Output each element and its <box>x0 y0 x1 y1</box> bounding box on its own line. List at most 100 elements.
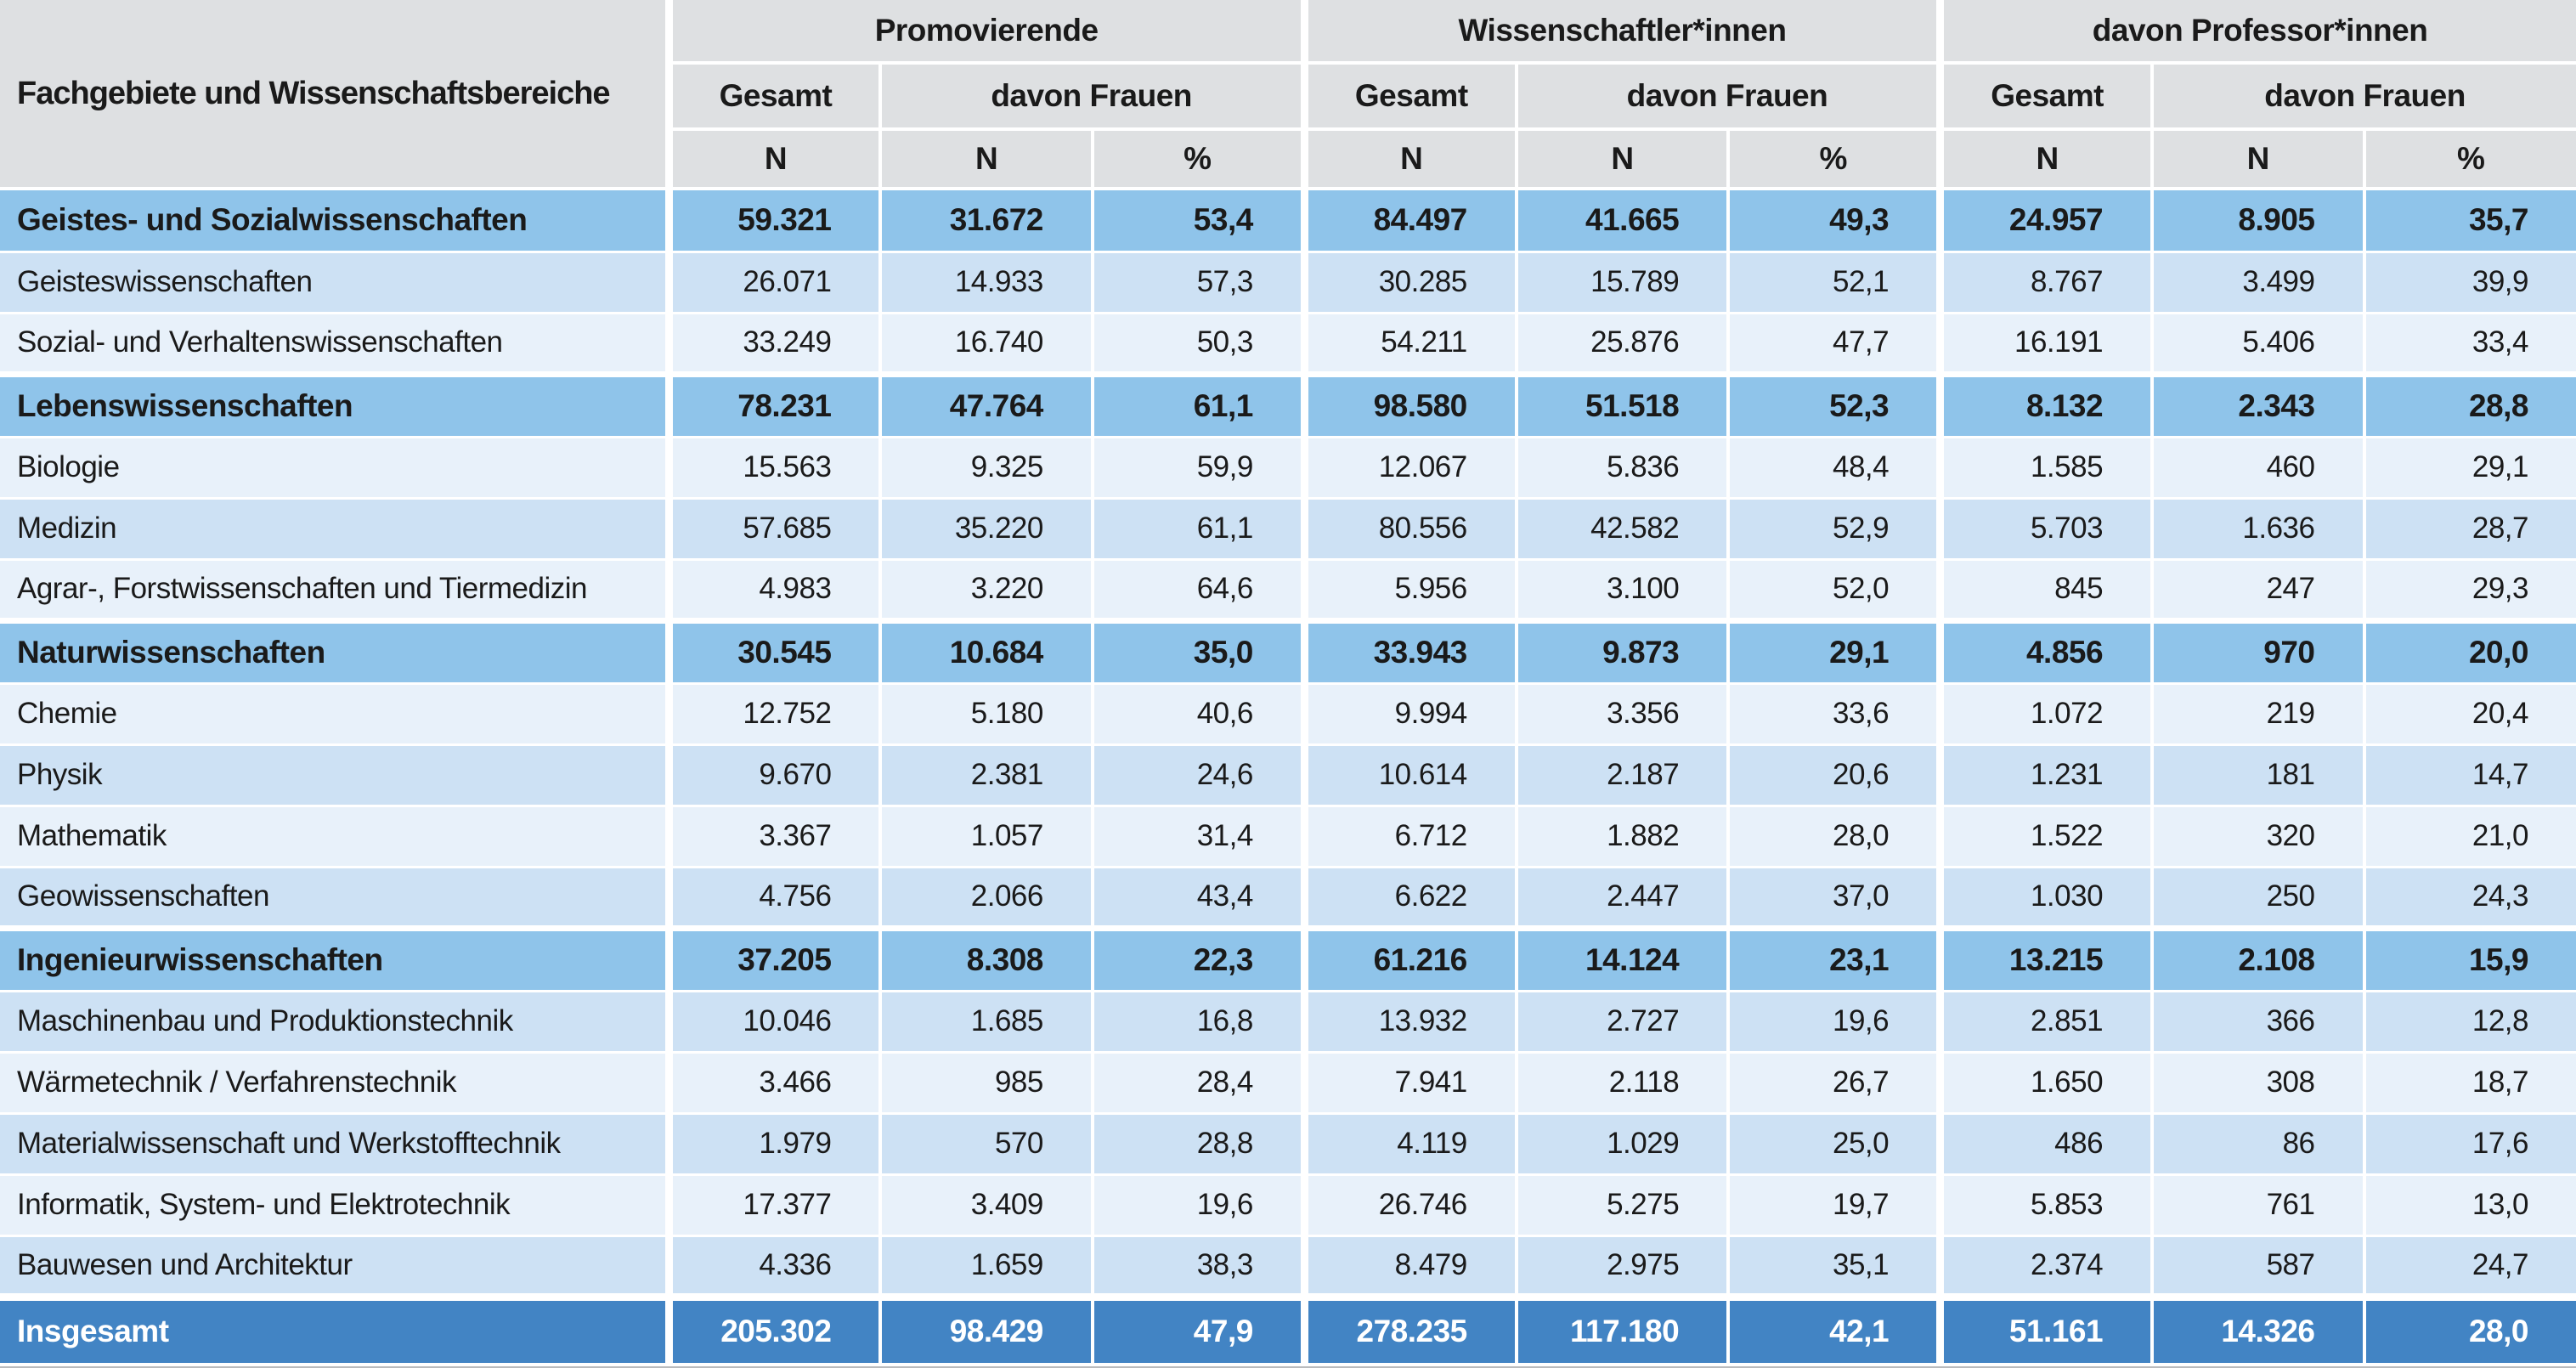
unit-n: N <box>1517 129 1728 189</box>
cell-value: 460 <box>2152 437 2364 498</box>
cell-value: 9.670 <box>669 744 880 806</box>
cell-value: 52,0 <box>1728 559 1940 620</box>
cell-value: 1.072 <box>1940 683 2152 744</box>
cell-value: 5.180 <box>880 683 1092 744</box>
cell-value: 33.943 <box>1304 620 1516 683</box>
cell-value: 15,9 <box>2364 928 2576 991</box>
cell-value: 970 <box>2152 620 2364 683</box>
cell-value: 15.563 <box>669 437 880 498</box>
cell-value: 4.856 <box>1940 620 2152 683</box>
cell-value: 35,1 <box>1728 1235 1940 1297</box>
cell-value: 8.308 <box>880 928 1092 991</box>
row-label: Ingenieurwissenschaften <box>0 928 669 991</box>
cell-value: 13.215 <box>1940 928 2152 991</box>
table-row: Materialwissenschaft und Werkstofftechni… <box>0 1113 2576 1174</box>
cell-value: 5.836 <box>1517 437 1728 498</box>
row-label: Maschinenbau und Produktionstechnik <box>0 991 669 1052</box>
cell-value: 33,4 <box>2364 313 2576 374</box>
cell-value: 41.665 <box>1517 189 1728 252</box>
cell-value: 21,0 <box>2364 806 2576 867</box>
cell-value: 8.905 <box>2152 189 2364 252</box>
cell-value: 47,7 <box>1728 313 1940 374</box>
cell-value: 25.876 <box>1517 313 1728 374</box>
cell-value: 1.882 <box>1517 806 1728 867</box>
cell-value: 2.381 <box>880 744 1092 806</box>
unit-n: N <box>1940 129 2152 189</box>
row-label: Geisteswissenschaften <box>0 252 669 313</box>
cell-value: 98.580 <box>1304 374 1516 437</box>
cell-value: 42,1 <box>1728 1297 1940 1363</box>
row-label: Bauwesen und Architektur <box>0 1235 669 1297</box>
cell-value: 1.585 <box>1940 437 2152 498</box>
cell-value: 8.479 <box>1304 1235 1516 1297</box>
cell-value: 4.119 <box>1304 1113 1516 1174</box>
cell-value: 1.636 <box>2152 498 2364 559</box>
cell-value: 5.703 <box>1940 498 2152 559</box>
cell-value: 37,0 <box>1728 867 1940 928</box>
cell-value: 59,9 <box>1093 437 1304 498</box>
cell-value: 366 <box>2152 991 2364 1052</box>
cell-value: 42.582 <box>1517 498 1728 559</box>
corner-header: Fachgebiete und Wissenschaftsbereiche <box>0 0 669 189</box>
unit-n: N <box>669 129 880 189</box>
cell-value: 12.067 <box>1304 437 1516 498</box>
cell-value: 247 <box>2152 559 2364 620</box>
cell-value: 33,6 <box>1728 683 1940 744</box>
cell-value: 38,3 <box>1093 1235 1304 1297</box>
cell-value: 29,3 <box>2364 559 2576 620</box>
cell-value: 20,4 <box>2364 683 2576 744</box>
col-group-wissenschaftler: Wissenschaftler*innen <box>1304 0 1940 63</box>
cell-value: 16.740 <box>880 313 1092 374</box>
cell-value: 5.406 <box>2152 313 2364 374</box>
col-group-promovierende: Promovierende <box>669 0 1304 63</box>
row-label: Medizin <box>0 498 669 559</box>
cell-value: 52,1 <box>1728 252 1940 313</box>
cell-value: 43,4 <box>1093 867 1304 928</box>
row-label: Agrar-, Forstwissenschaften und Tiermedi… <box>0 559 669 620</box>
cell-value: 28,4 <box>1093 1052 1304 1113</box>
cell-value: 4.336 <box>669 1235 880 1297</box>
cell-value: 19,7 <box>1728 1174 1940 1235</box>
cell-value: 2.118 <box>1517 1052 1728 1113</box>
cell-value: 9.325 <box>880 437 1092 498</box>
row-label: Informatik, System- und Elektrotechnik <box>0 1174 669 1235</box>
cell-value: 26.746 <box>1304 1174 1516 1235</box>
cell-value: 17,6 <box>2364 1113 2576 1174</box>
cell-value: 30.545 <box>669 620 880 683</box>
cell-value: 14.933 <box>880 252 1092 313</box>
cell-value: 33.249 <box>669 313 880 374</box>
subheader-gesamt: Gesamt <box>1304 63 1516 129</box>
row-label: Insgesamt <box>0 1297 669 1363</box>
cell-value: 3.367 <box>669 806 880 867</box>
cell-value: 47.764 <box>880 374 1092 437</box>
cell-value: 16.191 <box>1940 313 2152 374</box>
cell-value: 57.685 <box>669 498 880 559</box>
unit-pct: % <box>1093 129 1304 189</box>
cell-value: 52,3 <box>1728 374 1940 437</box>
cell-value: 26,7 <box>1728 1052 1940 1113</box>
cell-value: 28,7 <box>2364 498 2576 559</box>
cell-value: 24,6 <box>1093 744 1304 806</box>
row-label: Wärmetechnik / Verfahrenstechnik <box>0 1052 669 1113</box>
row-label: Geowissenschaften <box>0 867 669 928</box>
cell-value: 2.187 <box>1517 744 1728 806</box>
cell-value: 28,0 <box>1728 806 1940 867</box>
cell-value: 12,8 <box>2364 991 2576 1052</box>
cell-value: 4.756 <box>669 867 880 928</box>
cell-value: 35.220 <box>880 498 1092 559</box>
cell-value: 31,4 <box>1093 806 1304 867</box>
cell-value: 52,9 <box>1728 498 1940 559</box>
cell-value: 28,8 <box>1093 1113 1304 1174</box>
cell-value: 8.132 <box>1940 374 2152 437</box>
cell-value: 3.356 <box>1517 683 1728 744</box>
cell-value: 20,6 <box>1728 744 1940 806</box>
cell-value: 10.046 <box>669 991 880 1052</box>
